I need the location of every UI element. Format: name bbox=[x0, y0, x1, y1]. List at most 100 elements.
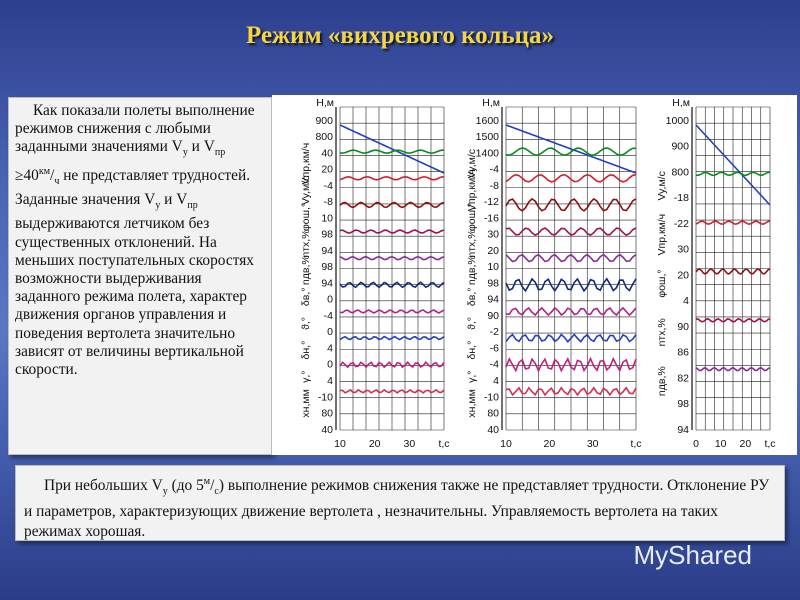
variable-name: δн,° bbox=[300, 341, 312, 360]
bottom-text-box: При небольших Vy (до 5м/c) выполнение ре… bbox=[15, 465, 785, 541]
watermark: MyShared bbox=[633, 540, 753, 570]
variable-name: ϑ,° bbox=[466, 317, 478, 330]
tick-label: -4 bbox=[324, 180, 333, 192]
text: c bbox=[214, 486, 219, 498]
tick-label: 86 bbox=[677, 347, 689, 359]
variable-name: Н,м bbox=[672, 97, 690, 109]
trace bbox=[339, 335, 445, 341]
x-tick-label: 0 bbox=[693, 438, 699, 450]
tick-label: -4 bbox=[490, 164, 499, 176]
slide-title: Режим «вихревого кольца» bbox=[246, 22, 554, 49]
variable-name: хн,мм bbox=[300, 389, 312, 417]
text: / bbox=[50, 166, 55, 184]
tick-label: 10 bbox=[321, 212, 333, 224]
tick-label: -4 bbox=[324, 310, 333, 322]
tick-label: -16 bbox=[484, 212, 499, 224]
tick-label: 0 bbox=[327, 326, 333, 338]
variable-name: хн,мм bbox=[466, 389, 478, 417]
variable-name: φош,° bbox=[656, 269, 668, 297]
text: не представляет трудностей. Заданные зна… bbox=[15, 166, 251, 209]
tick-label: -6 bbox=[490, 342, 499, 354]
tick-label: -12 bbox=[484, 196, 499, 208]
tick-label: 90 bbox=[677, 321, 689, 333]
tick-label: -10 bbox=[484, 391, 499, 403]
tick-label: 98 bbox=[321, 261, 333, 273]
trace bbox=[505, 253, 637, 263]
tick-label: -2 bbox=[490, 326, 499, 338]
variable-name: Н,м bbox=[316, 97, 334, 109]
variable-name: Vпр,км/ч bbox=[466, 169, 478, 211]
tick-label: 800 bbox=[315, 131, 333, 143]
text: пр bbox=[214, 147, 226, 159]
text: и V bbox=[187, 138, 215, 156]
variable-name: Vy,м/с bbox=[466, 149, 478, 178]
variable-name: δв,° bbox=[466, 288, 478, 307]
tick-label: 98 bbox=[321, 229, 333, 241]
flight-charts: 9008004020-4-810989498940-40404-108040Н,… bbox=[272, 95, 797, 455]
tick-label: 1400 bbox=[476, 147, 500, 159]
variable-name: φош,° bbox=[300, 203, 312, 231]
text: Как показали полеты выполнение режимов с… bbox=[15, 102, 255, 156]
tick-label: 40 bbox=[321, 147, 333, 159]
tick-label: 0 bbox=[327, 294, 333, 306]
trace bbox=[339, 281, 445, 289]
trace bbox=[505, 386, 637, 397]
variable-name: Vпр,км/ч bbox=[656, 214, 668, 256]
trace bbox=[339, 124, 445, 174]
trace bbox=[695, 317, 771, 323]
variable-name: δв,° bbox=[300, 288, 312, 307]
x-tick-label: 10 bbox=[334, 438, 346, 450]
tick-label: 40 bbox=[321, 424, 333, 436]
text: При небольших V bbox=[44, 477, 163, 495]
x-tick-label: t,c bbox=[764, 438, 775, 450]
tick-label: 30 bbox=[487, 229, 499, 241]
tick-label: 80 bbox=[487, 408, 499, 420]
tick-label: 800 bbox=[671, 166, 689, 178]
variable-name: Vy,м/с bbox=[656, 171, 668, 200]
trace bbox=[695, 220, 771, 226]
tick-label: 94 bbox=[321, 277, 333, 289]
trace bbox=[505, 227, 637, 237]
tick-label: 90 bbox=[487, 310, 499, 322]
trace bbox=[339, 388, 445, 394]
tick-label: 10 bbox=[487, 261, 499, 273]
tick-label: 98 bbox=[487, 277, 499, 289]
x-tick-label: t,c bbox=[630, 438, 641, 450]
tick-label: -4 bbox=[490, 359, 499, 371]
tick-label: 1500 bbox=[476, 131, 500, 143]
x-tick-label: 20 bbox=[739, 438, 751, 450]
tick-label: 94 bbox=[677, 424, 689, 436]
trace bbox=[695, 268, 771, 275]
x-tick-label: 10 bbox=[500, 438, 512, 450]
trace bbox=[339, 255, 445, 261]
trace bbox=[505, 173, 637, 183]
variable-name: Vпр,км/ч bbox=[300, 143, 312, 185]
variable-name: nдв,% bbox=[466, 255, 478, 285]
variable-name: nтх,% bbox=[466, 229, 478, 257]
tick-label: 1000 bbox=[666, 115, 690, 127]
text: ч bbox=[54, 175, 60, 187]
variable-name: nдв,% bbox=[656, 366, 668, 396]
text: ) выполнение режимов снижения также не п… bbox=[24, 477, 770, 541]
trace bbox=[505, 356, 637, 373]
text: ≥40 bbox=[15, 166, 39, 184]
trace bbox=[339, 309, 445, 314]
text: (до 5 bbox=[167, 477, 204, 495]
variable-name: γ,° bbox=[300, 371, 312, 383]
text: пр bbox=[187, 200, 198, 212]
trace bbox=[505, 147, 636, 157]
trace bbox=[339, 229, 445, 234]
tick-label: 900 bbox=[671, 141, 689, 153]
trace bbox=[505, 277, 637, 293]
tick-label: 4 bbox=[493, 375, 499, 387]
trace bbox=[339, 201, 445, 209]
tick-label: 20 bbox=[677, 269, 689, 281]
x-tick-label: 10 bbox=[715, 438, 727, 450]
trace bbox=[695, 124, 771, 206]
tick-label: 98 bbox=[677, 398, 689, 410]
x-tick-label: 30 bbox=[587, 438, 599, 450]
tick-label: 94 bbox=[321, 245, 333, 257]
tick-label: -8 bbox=[490, 180, 499, 192]
tick-label: -8 bbox=[324, 196, 333, 208]
x-tick-label: 20 bbox=[543, 438, 555, 450]
